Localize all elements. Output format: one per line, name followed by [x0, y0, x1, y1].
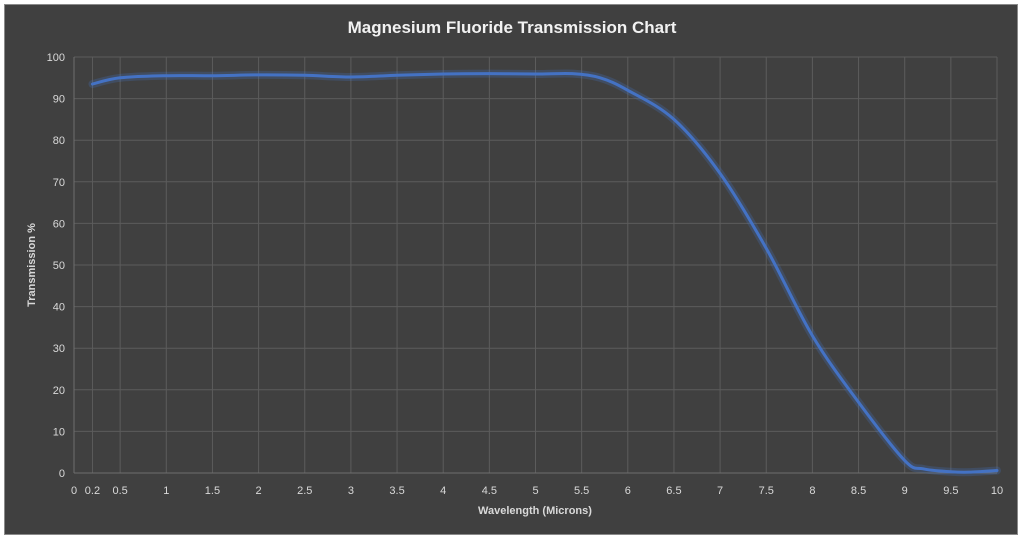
x-tick-label: 0.5 [113, 485, 128, 497]
series-glow [88, 69, 1001, 477]
y-tick-label: 0 [59, 468, 65, 480]
x-tick-label: 1.5 [205, 485, 220, 497]
chart-title: Magnesium Fluoride Transmission Chart [348, 18, 677, 37]
x-tick-label: 0.2 [85, 485, 100, 497]
x-tick-label: 0 [71, 485, 77, 497]
y-tick-label: 50 [53, 260, 65, 272]
x-tick-label: 4 [440, 485, 446, 497]
y-tick-label: 60 [53, 218, 65, 230]
chart-frame [4, 4, 1018, 535]
x-tick-label: 7 [717, 485, 723, 497]
x-tick-label: 6 [625, 485, 631, 497]
x-tick-label: 9 [902, 485, 908, 497]
grid-lines [74, 56, 998, 473]
x-tick-label: 8.5 [851, 485, 866, 497]
y-tick-label: 90 [53, 94, 65, 106]
y-tick-label: 70 [53, 177, 65, 189]
y-tick-label: 20 [53, 385, 65, 397]
x-tick-label: 9.5 [943, 485, 958, 497]
x-tick-label: 3.5 [389, 485, 404, 497]
x-tick-label: 5 [532, 485, 538, 497]
x-tick-label: 3 [348, 485, 354, 497]
series-layer [88, 69, 1001, 477]
y-tick-label: 30 [53, 343, 65, 355]
series-line [90, 71, 999, 474]
x-tick-label: 7.5 [759, 485, 774, 497]
x-tick-label: 5.5 [574, 485, 589, 497]
x-tick-label: 2.5 [297, 485, 312, 497]
y-tick-label: 10 [53, 426, 65, 438]
x-tick-label: 8 [809, 485, 815, 497]
x-tick-label: 1 [163, 485, 169, 497]
x-tick-label: 6.5 [666, 485, 681, 497]
y-axis-label: Transmission % [26, 223, 38, 307]
y-tick-label: 100 [47, 52, 65, 64]
x-tick-label: 10 [991, 485, 1003, 497]
x-tick-label: 2 [256, 485, 262, 497]
x-tick-label: 4.5 [482, 485, 497, 497]
y-tick-label: 40 [53, 302, 65, 314]
axes [73, 57, 997, 474]
x-axis-label: Wavelength (Microns) [478, 505, 592, 517]
tick-labels: 0 10 20 30 40 50 60 70 80 90 100 0 0.2 0.5 1 1.5 2 2.5 3 3.… [47, 52, 1003, 497]
y-tick-label: 80 [53, 135, 65, 147]
